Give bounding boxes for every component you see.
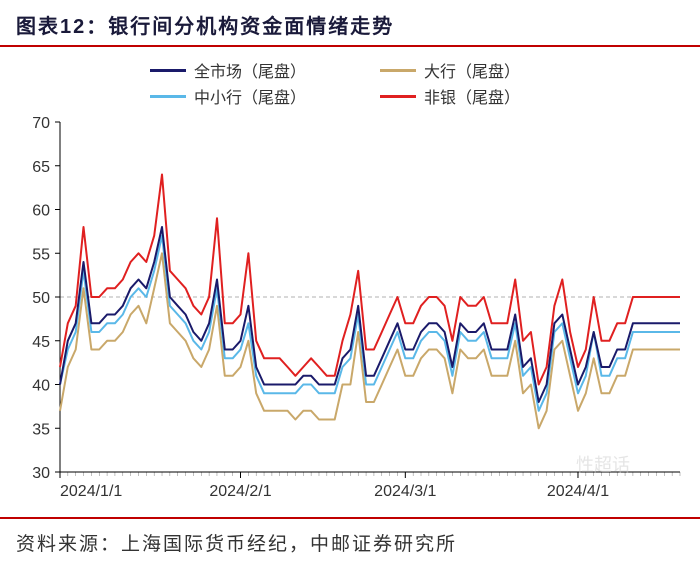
legend-item-nonb: 非银（尾盘） [380, 83, 580, 109]
legend-item-big: 大行（尾盘） [380, 57, 580, 83]
svg-text:2024/2/1: 2024/2/1 [209, 483, 271, 500]
chart-title: 图表12：银行间分机构资金面情绪走势 [16, 10, 394, 39]
svg-text:2024/1/1: 2024/1/1 [60, 483, 122, 500]
legend-label: 中小行（尾盘） [194, 84, 306, 108]
svg-text:35: 35 [32, 421, 50, 438]
legend-label: 大行（尾盘） [424, 58, 520, 82]
svg-text:2024/4/1: 2024/4/1 [547, 483, 609, 500]
svg-text:65: 65 [32, 159, 50, 176]
legend: 全市场（尾盘） 大行（尾盘） 中小行（尾盘） 非银（尾盘） [150, 57, 580, 109]
svg-text:55: 55 [32, 246, 50, 263]
svg-text:50: 50 [32, 290, 50, 307]
legend-item-small: 中小行（尾盘） [150, 83, 380, 109]
svg-text:45: 45 [32, 334, 50, 351]
legend-swatch [150, 69, 186, 72]
legend-swatch [380, 95, 416, 98]
svg-text:70: 70 [32, 115, 50, 132]
svg-text:2024/3/1: 2024/3/1 [374, 483, 436, 500]
svg-text:40: 40 [32, 378, 50, 395]
legend-label: 非银（尾盘） [424, 84, 520, 108]
legend-swatch [150, 95, 186, 98]
line-chart: 30 35 40 45 50 55 60 65 70 2024/1/1 2024/2/1 2024/3… [0, 47, 700, 517]
chart-area: 30 35 40 45 50 55 60 65 70 2024/1/1 2024/2/1 2024/3… [0, 47, 700, 517]
chart-title-bar: 图表12：银行间分机构资金面情绪走势 [0, 0, 700, 47]
svg-text:30: 30 [32, 465, 50, 482]
chart-source: 资料来源：上海国际货币经纪，中邮证券研究所 [0, 517, 700, 566]
svg-text:60: 60 [32, 203, 50, 220]
legend-label: 全市场（尾盘） [194, 58, 306, 82]
legend-swatch [380, 69, 416, 72]
legend-item-all: 全市场（尾盘） [150, 57, 380, 83]
